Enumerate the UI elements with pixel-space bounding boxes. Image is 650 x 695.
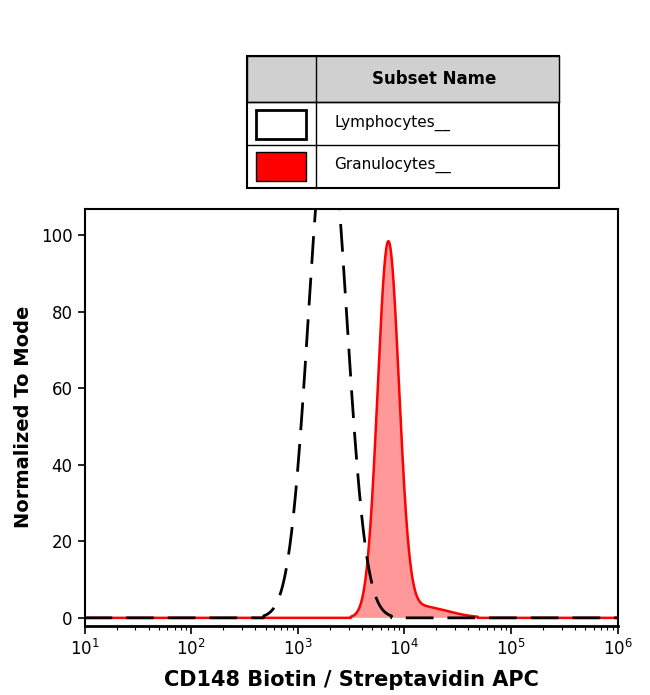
Bar [247, 56, 559, 101]
Y-axis label: Normalized To Mode: Normalized To Mode [14, 306, 32, 528]
Text: Lymphocytes__: Lymphocytes__ [334, 115, 450, 131]
Text: Subset Name: Subset Name [372, 70, 497, 88]
Bar [256, 110, 306, 139]
Bar [256, 152, 306, 181]
X-axis label: CD148 Biotin / Streptavidin APC: CD148 Biotin / Streptavidin APC [164, 670, 538, 690]
Text: Granulocytes__: Granulocytes__ [334, 157, 451, 173]
